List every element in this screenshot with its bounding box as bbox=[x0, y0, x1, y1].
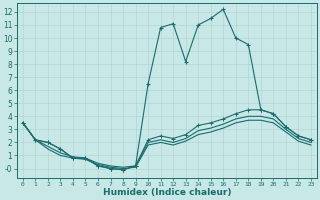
X-axis label: Humidex (Indice chaleur): Humidex (Indice chaleur) bbox=[103, 188, 231, 197]
